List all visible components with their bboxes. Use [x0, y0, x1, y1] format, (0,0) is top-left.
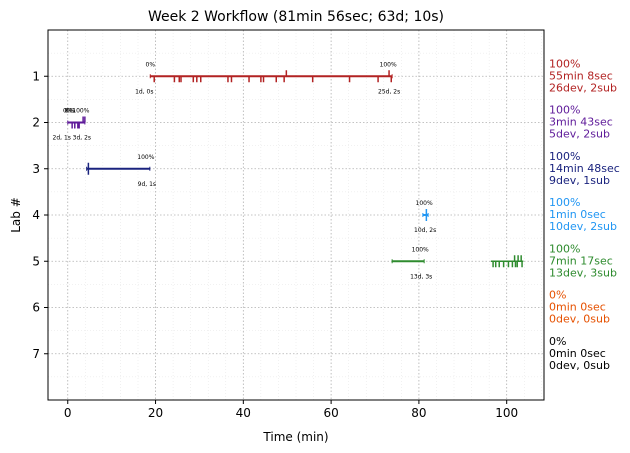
y-tick-label: 6	[32, 301, 40, 315]
lane-summary-1: 100% 55min 8sec 26dev, 2sub	[549, 57, 617, 94]
y-tick-label: 7	[32, 347, 40, 361]
end-percent-label: 100%	[137, 154, 154, 161]
lane-summary-2: 100% 3min 43sec 5dev, 2sub	[549, 104, 613, 141]
end-count-label: 13d, 3s	[410, 273, 432, 280]
y-axis-title: Lab #	[9, 197, 23, 233]
summary-line: 0dev, 0sub	[549, 359, 610, 372]
summary-line: 26dev, 2sub	[549, 81, 617, 94]
lane-1: 0% 100% 1d, 0s 25d, 2s	[135, 61, 400, 95]
summary-line: 0%	[549, 335, 566, 348]
x-axis-title: Time (min)	[262, 430, 328, 444]
y-tick-label: 5	[32, 254, 40, 268]
start-percent-label: 0%	[63, 108, 73, 115]
lane-3: 100% 9d, 1s	[86, 154, 156, 188]
y-axis-ticks: 1 2 3 4 5 6 7	[32, 69, 48, 361]
summary-line: 55min 8sec	[549, 69, 613, 82]
grid	[48, 30, 544, 400]
y-tick-label: 2	[32, 116, 40, 130]
lanes: 0% 100%1d, 0s 25d, 2s0%0%0%100%2d, 1s 3d, 2…	[53, 61, 524, 280]
summary-line: 3min 43sec	[549, 116, 613, 129]
overlap-percent-label: 0%	[64, 108, 74, 115]
chart-title: Week 2 Workflow (81min 56sec; 63d; 10s)	[148, 9, 444, 25]
x-tick-label: 0	[64, 406, 72, 420]
x-tick-label: 60	[323, 406, 338, 420]
summary-line: 100%	[549, 104, 580, 117]
y-tick-label: 1	[32, 69, 40, 83]
end-count-label: 3d, 2s	[73, 135, 91, 142]
end-percent-label: 100%	[416, 200, 433, 207]
summary-line: 100%	[549, 57, 580, 70]
summary-line: 100%	[549, 196, 580, 209]
summary-line: 100%	[549, 242, 580, 255]
end-percent-label: 100%	[412, 246, 429, 253]
x-axis-ticks: 0 20 40 60 80 100	[64, 400, 518, 420]
summary-line: 0%	[549, 289, 566, 302]
end-percent-label: 100%	[380, 61, 397, 68]
y-tick-label: 4	[32, 208, 40, 222]
x-tick-label: 100	[495, 406, 518, 420]
summary-line: 0dev, 0sub	[549, 313, 610, 326]
lane-5: 100% 13d, 3s	[391, 246, 524, 280]
summary-line: 13dev, 3sub	[549, 266, 617, 279]
start-count-label: 1d, 0s	[135, 88, 153, 95]
start-count-label: 2d, 1s	[53, 135, 71, 142]
end-count-label: 25d, 2s	[378, 88, 400, 95]
x-tick-label: 20	[148, 406, 163, 420]
start-percent-label: 0%	[146, 61, 156, 68]
lane-4: 100% 10d, 2s	[414, 200, 436, 234]
summary-line: 14min 48sec	[549, 162, 620, 175]
end-percent-label: 100%	[72, 108, 89, 115]
end-count-label: 10d, 2s	[414, 227, 436, 234]
summary-line: 1min 0sec	[549, 208, 606, 221]
summary-line: 0min 0sec	[549, 347, 606, 360]
summary-line: 10dev, 2sub	[549, 220, 617, 233]
summary-line: 0min 0sec	[549, 301, 606, 314]
lane-summary-3: 100% 14min 48sec 9dev, 1sub	[549, 150, 620, 187]
lane-summary-7: 0% 0min 0sec 0dev, 0sub	[549, 335, 610, 372]
overlap-percent-label: 0%	[66, 108, 76, 115]
lane-summary-6: 0% 0min 0sec 0dev, 0sub	[549, 289, 610, 326]
summary-line: 100%	[549, 150, 580, 163]
lane-summary-5: 100% 7min 17sec 13dev, 3sub	[549, 242, 617, 279]
lane-summary-4: 100% 1min 0sec 10dev, 2sub	[549, 196, 617, 233]
y-tick-label: 3	[32, 162, 40, 176]
summary-line: 5dev, 2sub	[549, 128, 610, 141]
summary-line: 7min 17sec	[549, 254, 613, 267]
summary-line: 9dev, 1sub	[549, 174, 610, 187]
x-tick-label: 40	[236, 406, 251, 420]
lane-2: 0%0%0%100%2d, 1s 3d, 2s	[53, 108, 92, 142]
end-count-label: 9d, 1s	[138, 181, 156, 188]
x-tick-label: 80	[411, 406, 426, 420]
